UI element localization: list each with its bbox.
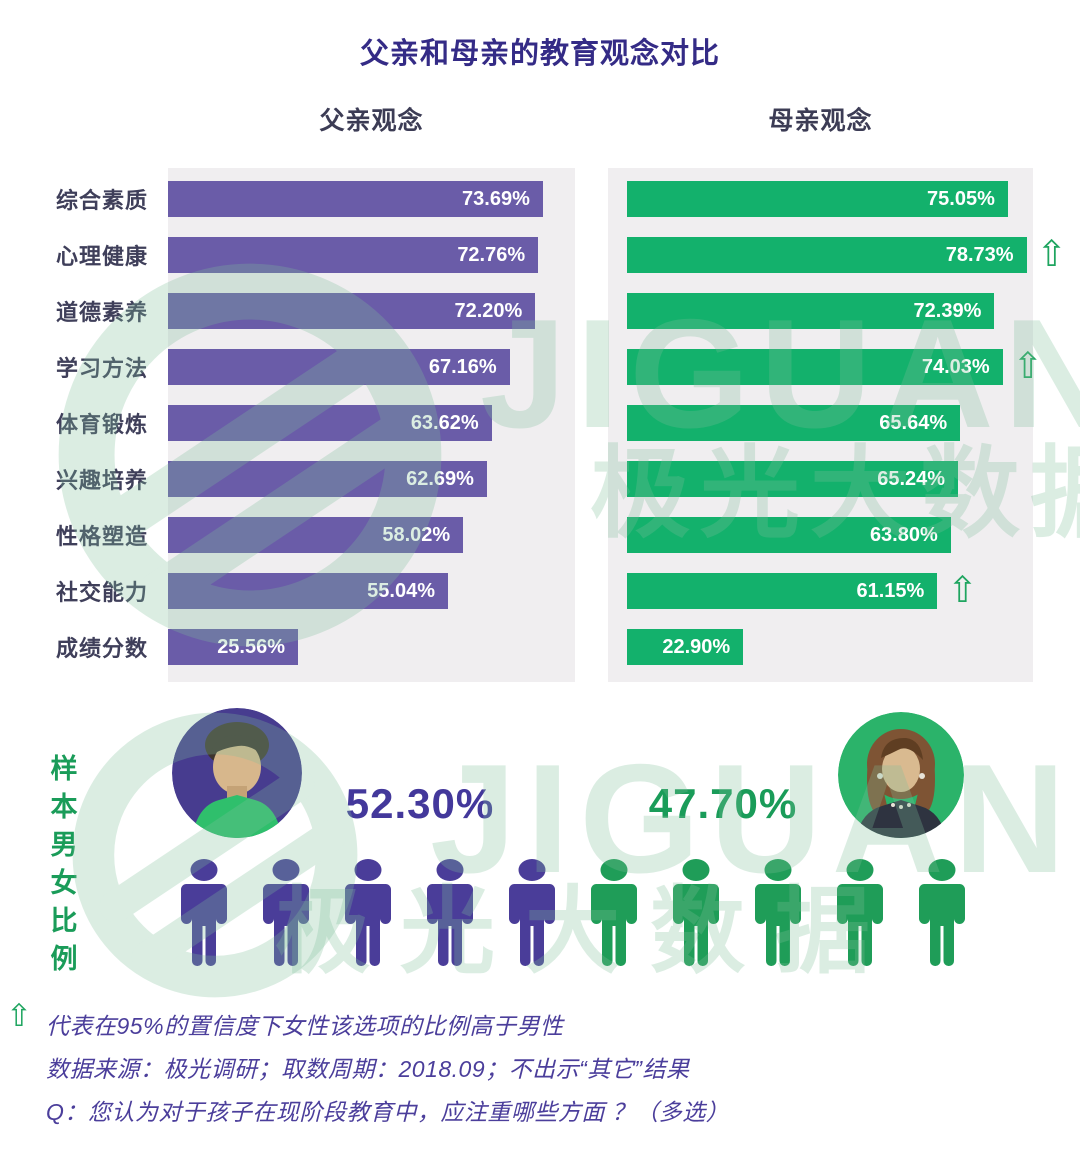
bar-value-label: 58.02% [382,523,451,546]
bar-value-label: 65.64% [879,411,948,434]
father-chart-subtitle: 父亲观念 [319,107,424,135]
male-person-icon [181,859,227,966]
female-person-icon [591,859,637,966]
footnote-source: 数据来源：极光调研；取数周期：2018.09；不出示“其它”结果 [46,1056,690,1082]
significance-arrow-icon: ⇧ [947,569,978,610]
father-bar: 58.02% [168,517,464,553]
male-person-icon [263,859,309,966]
bar-value-label: 67.16% [428,355,497,378]
category-label: 道德素养 [55,300,148,325]
bar-row: 25.56% [168,629,575,665]
bar-row: 65.24% [627,461,1033,497]
category-labels-column: 综合素质心理健康道德素养学习方法体育锻炼兴趣培养性格塑造社交能力成绩分数 [14,181,148,685]
significance-arrow-icon: ⇧ [1012,345,1043,386]
father-bar: 63.62% [168,405,492,441]
father-bar: 62.69% [168,461,487,497]
bar-row: 63.62% [168,405,575,441]
bar-value-label: 63.80% [869,523,938,546]
bar-row: 67.16% [168,349,575,385]
bar-value-label: 72.39% [913,299,982,322]
mother-bar: 65.24% [627,461,959,497]
bar-value-label: 22.90% [662,635,731,658]
bar-value-label: 78.73% [945,243,1014,266]
bar-row: 55.04% [168,573,575,609]
bar-value-label: 72.20% [454,299,523,322]
significance-arrow-icon: ⇧ [1036,233,1067,274]
mother-bar: 78.73% [627,237,1027,273]
father-bar: 67.16% [168,349,510,385]
female-person-icon [673,859,719,966]
bar-value-label: 72.76% [457,243,526,266]
mother-chart-subtitle: 母亲观念 [768,107,873,135]
bar-value-label: 75.05% [927,187,995,210]
father-bar: 72.76% [168,237,539,273]
male-avatar [172,708,302,843]
mother-chart-panel: 75.05% 78.73% ⇧ 72.39% 74.03% ⇧ 65.64% 65.24% 63… [608,168,1067,685]
bar-value-label: 55.04% [367,579,436,602]
bar-value-label: 63.62% [410,411,479,434]
mother-bar: 72.39% [627,293,995,329]
chart-title: 父亲和母亲的教育观念对比 [359,38,720,70]
mother-bar: 74.03% [627,349,1003,385]
female-avatar [838,712,964,843]
bar-row: 63.80% [627,517,1033,553]
mother-bar: 65.64% [627,405,961,441]
bar-value-label: 65.24% [877,467,946,490]
bar-row: 74.03% ⇧ [627,347,1043,385]
female-person-icon [919,859,965,966]
father-bar: 55.04% [168,573,449,609]
category-label: 性格塑造 [55,524,148,549]
bar-row: 22.90% [627,629,1033,665]
mother-bar: 22.90% [627,629,744,665]
male-person-icon [427,859,473,966]
male-percentage: 52.30% [345,780,495,827]
category-label: 学习方法 [55,356,148,381]
bar-row: 72.39% [627,293,1033,329]
mother-bar: 61.15% [627,573,938,609]
sample-ratio-label: 样本男女比例 [50,754,78,974]
bar-row: 72.20% [168,293,575,329]
bar-value-label: 62.69% [406,467,474,490]
category-label: 兴趣培养 [55,468,148,493]
category-label: 体育锻炼 [55,412,148,437]
mother-bar: 63.80% [627,517,951,553]
bar-row: 62.69% [168,461,575,497]
mother-bar: 75.05% [627,181,1008,217]
bar-value-label: 25.56% [217,635,286,658]
father-chart-panel: 73.69% 72.76% 72.20% 67.16% 63.62% 62.69% 58.0… [168,168,575,682]
female-person-icon [837,859,883,966]
footnote-significance: 代表在95%的置信度下女性该选项的比例高于男性 [46,1013,564,1039]
sample-person-icons [173,858,973,966]
father-bars: 73.69% 72.76% 72.20% 67.16% 63.62% 62.69% 58.0… [168,181,575,685]
bar-row: 73.69% [168,181,575,217]
bar-value-label: 74.03% [921,355,990,378]
male-person-icon [345,859,391,966]
father-bar: 72.20% [168,293,536,329]
bar-value-label: 73.69% [462,187,530,210]
bar-row: 78.73% ⇧ [627,235,1067,273]
bar-row: 65.64% [627,405,1033,441]
category-label: 综合素质 [55,188,148,213]
category-label: 成绩分数 [55,636,148,661]
bar-row: 61.15% ⇧ [627,569,1033,610]
footnote-question: Q：您认为对于孩子在现阶段教育中，应注重哪些方面 ？（多选） [46,1099,730,1125]
female-person-icon [755,859,801,966]
father-bar: 73.69% [168,181,543,217]
bar-row: 58.02% [168,517,575,553]
bar-row: 75.05% [627,181,1033,217]
mother-bars: 75.05% 78.73% ⇧ 72.39% 74.03% ⇧ 65.64% 65.24% 63… [627,181,1067,685]
bar-row: 72.76% [168,237,575,273]
female-percentage: 47.70% [648,780,798,827]
male-person-icon [509,859,555,966]
father-bar: 25.56% [168,629,299,665]
category-label: 社交能力 [55,580,148,605]
footnote-arrow-icon: ⇧ [6,998,32,1033]
bar-value-label: 61.15% [856,579,925,602]
category-label: 心理健康 [55,244,148,269]
